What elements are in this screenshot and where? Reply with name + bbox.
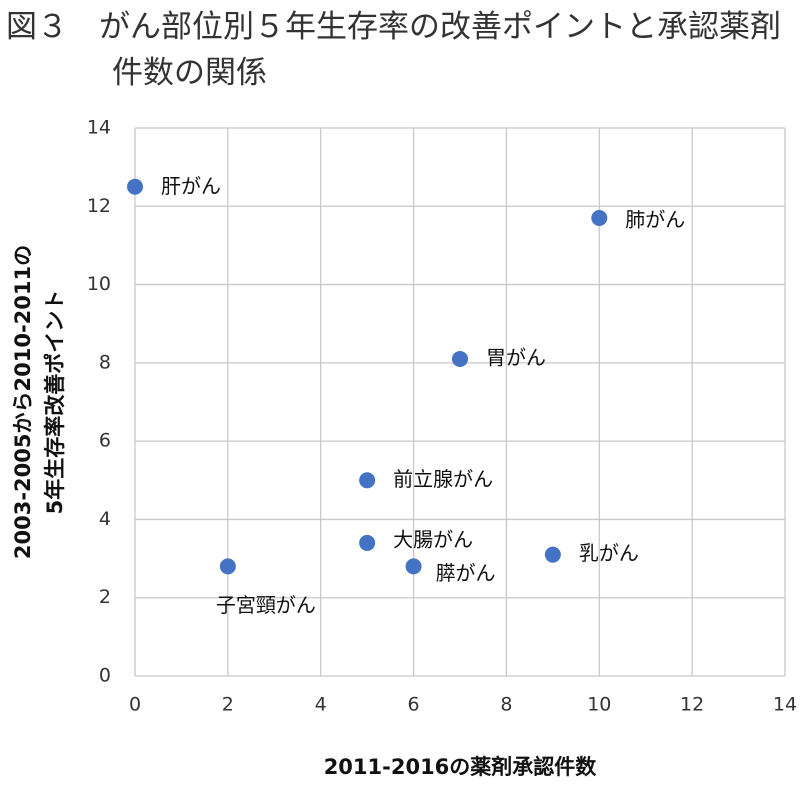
x-axis-title: 2011-2016の薬剤承認件数	[324, 755, 598, 779]
point	[452, 350, 468, 367]
x-tick-label: 8	[500, 694, 512, 716]
point-label: 肝がん	[161, 174, 221, 198]
y-axis-title: 2003-2005から2010-2011の	[11, 245, 35, 559]
point	[405, 558, 422, 575]
x-tick-label: 14	[773, 694, 797, 716]
point	[359, 534, 376, 551]
point-label: 肺がん	[625, 208, 685, 232]
y-tick-label: 8	[99, 351, 111, 373]
y-tick-label: 4	[99, 508, 111, 530]
point-label: 胃がん	[486, 345, 546, 369]
x-tick-label: 4	[315, 694, 327, 716]
point-label: 前立腺がん	[393, 467, 493, 491]
point-label: 膵がん	[436, 561, 496, 585]
point	[127, 178, 143, 195]
point-label: 大腸がん	[393, 527, 473, 551]
y-tick-label: 14	[87, 117, 111, 139]
y-axis-title: 5年生存率改善ポイント	[43, 290, 67, 515]
y-tick-label: 0	[99, 665, 111, 687]
point	[544, 546, 561, 563]
x-tick-label: 10	[587, 694, 611, 716]
x-tick-label: 2	[222, 694, 234, 716]
x-tick-label: 0	[129, 694, 141, 716]
point-label: 乳がん	[579, 541, 639, 565]
x-tick-label: 12	[680, 694, 704, 716]
x-tick-label: 6	[408, 694, 420, 716]
y-tick-label: 10	[87, 273, 111, 295]
point	[591, 210, 608, 227]
y-tick-label: 6	[99, 430, 111, 452]
point	[359, 472, 376, 489]
point-label: 子宮頸がん	[216, 593, 316, 617]
chart-title: 図３ がん部位別５年生存率の改善ポイントと承認薬剤件数の関係	[6, 9, 781, 91]
y-tick-label: 2	[99, 586, 111, 608]
y-tick-label: 12	[87, 195, 111, 217]
point	[219, 558, 236, 575]
